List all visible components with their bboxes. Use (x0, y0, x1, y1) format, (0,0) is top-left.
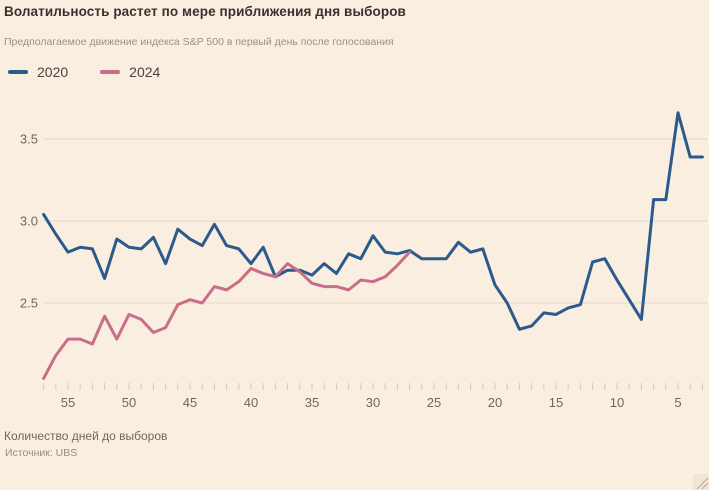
x-axis-label-20: 20 (488, 395, 502, 410)
y-axis-label-2.5: 2.5 (20, 296, 38, 311)
chart-subtitle: Предполагаемое движение индекса S&P 500 … (4, 36, 394, 48)
legend: 2020 2024 (8, 64, 160, 80)
x-axis-label-35: 35 (305, 395, 319, 410)
series-line-2020 (42, 111, 704, 331)
legend-label-2024: 2024 (129, 64, 161, 80)
resize-grip-icon[interactable] (693, 474, 709, 490)
x-axis-label-55: 55 (61, 395, 75, 410)
legend-item-2020[interactable]: 2020 (8, 64, 68, 80)
x-axis-label-45: 45 (183, 395, 197, 410)
legend-swatch-2020 (8, 70, 28, 74)
x-axis-label-30: 30 (366, 395, 380, 410)
source-label: Источник: UBS (5, 447, 78, 459)
line-chart-plot-area: 3.5 3.0 2.5 55 50 45 40 35 30 25 20 15 10 5 (20, 111, 707, 410)
diagonal-grip-lines (696, 477, 709, 490)
y-axis-label-3: 3.0 (20, 214, 38, 229)
legend-swatch-2024 (100, 70, 121, 74)
x-axis-label-50: 50 (122, 395, 136, 410)
x-axis-label-10: 10 (610, 395, 624, 410)
x-axis-label-5: 5 (674, 395, 681, 410)
chart-title: Волатильность растет по мере приближения… (4, 4, 406, 19)
x-axis-title: Количество дней до выборов (4, 429, 168, 443)
x-axis-label-15: 15 (549, 395, 563, 410)
x-axis-label-25: 25 (427, 395, 441, 410)
series-line-2024 (42, 250, 412, 380)
x-axis-label-40: 40 (244, 395, 258, 410)
legend-label-2020: 2020 (37, 64, 69, 80)
legend-item-2024[interactable]: 2024 (100, 64, 160, 80)
y-axis-label-3.5: 3.5 (20, 132, 38, 147)
